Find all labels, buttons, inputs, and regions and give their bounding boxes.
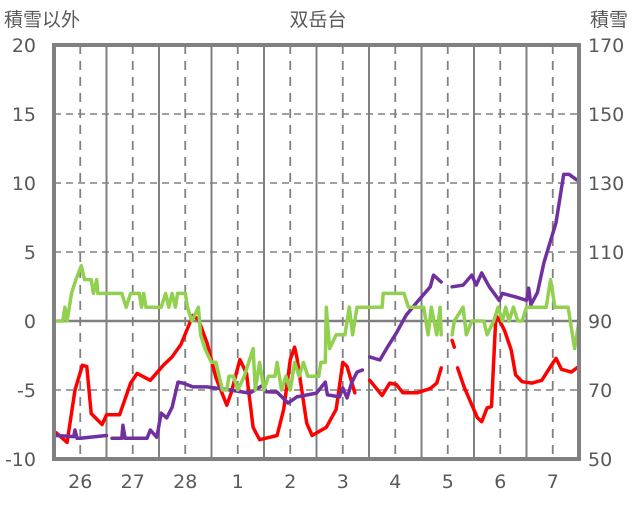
- x-tick-label: 2: [284, 471, 296, 493]
- grid: [54, 45, 579, 459]
- right-tick-label: 150: [588, 104, 624, 126]
- right-tick-label: 50: [588, 449, 612, 471]
- left-tick-label: -5: [17, 380, 36, 402]
- right-tick-label: 110: [588, 242, 624, 264]
- x-tick-label: 5: [442, 471, 454, 493]
- x-tick-label: 3: [337, 471, 349, 493]
- left-tick-label: 5: [24, 242, 36, 264]
- left-tick-label: 20: [12, 35, 36, 57]
- x-tick-label: 26: [68, 471, 92, 493]
- chart-title: 双岳台: [289, 9, 346, 31]
- right-tick-label: 130: [588, 173, 624, 195]
- x-tick-label: 28: [173, 471, 197, 493]
- right-tick-label: 170: [588, 35, 624, 57]
- left-tick-label: 0: [24, 311, 36, 333]
- series-line-1: [54, 172, 579, 441]
- series-line-2: [54, 264, 581, 392]
- left-tick-label: -10: [5, 449, 36, 471]
- x-tick-label: 7: [547, 471, 559, 493]
- left-tick-label: 10: [12, 173, 36, 195]
- left-axis-label: 積雪以外: [4, 9, 80, 31]
- left-tick-label: 15: [12, 104, 36, 126]
- right-axis-label: 積雪: [590, 9, 628, 31]
- x-tick-label: 1: [232, 471, 244, 493]
- plot-border: [52, 43, 581, 461]
- right-tick-label: 70: [588, 380, 612, 402]
- right-tick-label: 90: [588, 311, 612, 333]
- x-tick-label: 27: [121, 471, 145, 493]
- series-layer: [54, 172, 581, 445]
- series-line-0: [54, 313, 579, 445]
- x-tick-label: 6: [494, 471, 506, 493]
- x-tick-label: 4: [389, 471, 401, 493]
